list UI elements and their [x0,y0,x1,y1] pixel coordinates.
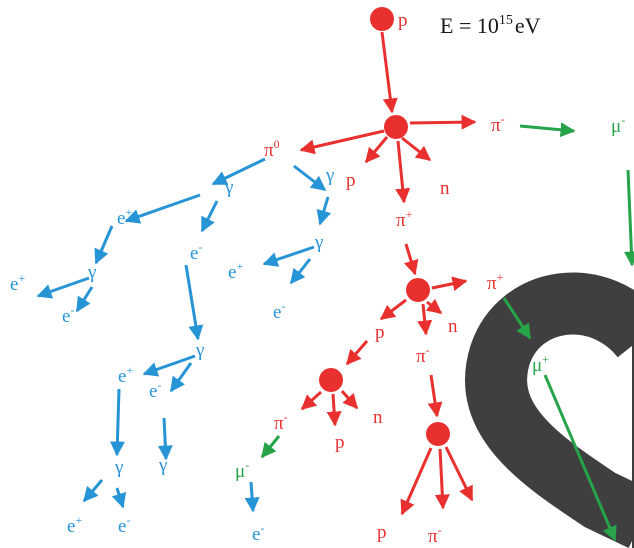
particle-label-ep3: e+ [10,271,25,295]
particle-label-em5: e- [118,513,130,537]
track-to-vertex3 [345,340,369,366]
primary-proton-vertex [370,7,394,31]
track-mup-decay [543,374,617,542]
track-to-pim3 [300,390,323,411]
track-primary [380,31,398,114]
track-pi0-to-g2 [293,164,327,192]
particle-label-ep1: e+ [117,205,132,229]
track-mum2-to-e [244,481,260,513]
particle-label-p4: p [377,522,387,543]
particle-labels: p π-μ-π0 p n π+ π+ n p π-μ+ π-n p μ-e-p π-γ e+ e-γ e+ e-… [10,10,625,547]
particle-label-em4: e- [149,378,161,402]
particle-label-g3: γ [314,232,323,253]
track-to-p2 [379,298,407,321]
energy-unit: eV [515,13,541,38]
particle-label-n2: n [448,316,458,337]
track-to-vertex2 [403,243,419,276]
particle-label-pip1: π+ [396,207,413,231]
track-ep4-to-g6 [109,388,125,457]
track-g4-to-em3 [75,286,94,313]
track-to-pi0 [299,129,385,155]
particle-label-p0: p [398,10,408,31]
particle-label-pim-top: π- [491,112,505,136]
track-to-pim4 [434,448,450,510]
track-to-pim2 [417,303,433,336]
track-to-p1 [364,136,389,164]
interaction-vertices [319,7,450,446]
track-to-n3 [340,390,359,410]
track-to-p4 [400,447,433,516]
particle-label-em3: e- [62,303,74,327]
particle-label-n3: n [373,407,383,428]
particle-label-g4: γ [87,262,96,283]
particle-label-em2: e- [273,299,285,323]
track-ep1-to-g4 [94,225,114,265]
track-to-pip2 [431,276,468,292]
particle-label-g1: γ [224,177,233,198]
particle-label-pim2: π- [416,343,430,367]
track-to-mup [502,297,532,340]
particle-label-pip2: π+ [487,270,504,294]
track-em1-to-g5 [184,264,204,341]
track-g6-to-ep5 [82,479,104,503]
particle-label-ep4: e+ [118,363,133,387]
track-g1-to-em1 [200,200,219,233]
track-g3-to-ep2 [262,245,315,267]
track-to-n2 [425,298,443,315]
track-g6-to-em5 [111,487,127,509]
particle-label-pi0: π0 [264,137,280,161]
track-g5-to-em4 [169,362,193,393]
track-to-mum2 [260,435,281,459]
track-to-fragment [444,446,474,502]
particle-label-n1: n [440,178,450,199]
particle-label-mum2: μ- [235,458,249,482]
particle-label-p1: p [346,170,356,191]
track-to-n1 [401,136,432,162]
particle-label-pim3: π- [274,410,288,434]
second-interaction-vertex [406,278,430,302]
track-to-p3 [326,393,342,427]
fourth-interaction-vertex [426,422,450,446]
particle-label-em1: e- [190,240,202,264]
particle-label-mup: μ+ [532,352,549,376]
particle-label-g5b: γ [158,455,167,476]
track-to-mum-top [519,122,576,138]
particle-label-g5: γ [195,340,204,361]
track-to-pip1 [395,140,411,204]
track-to-pim-top [409,114,477,130]
track-em4-to-g5b [157,417,173,461]
particle-label-g2: γ [325,165,334,186]
particle-label-pim4: π- [428,523,442,547]
particle-label-ep5: e+ [67,513,82,537]
particle-label-p3: p [335,432,345,453]
particle-label-ep2: e+ [228,259,243,283]
watermark-shape [465,272,634,548]
first-interaction-vertex [384,115,408,139]
particle-label-em-e2: e- [252,521,264,545]
particle-label-p2: p [375,322,385,343]
energy-exponent: 15 [499,13,513,28]
track-g5-to-ep4 [142,354,196,377]
track-to-vertex4 [427,374,443,418]
track-mum-top-decay [623,169,634,267]
track-g3-to-em2 [289,258,312,285]
particle-label-mum-top: μ- [611,113,625,137]
track-g1-to-ep1 [124,193,201,224]
particle-label-g6: γ [114,457,123,478]
track-g4-to-ep3 [36,276,90,299]
energy-label: E = 1015eV [440,13,541,38]
particle-tracks [36,31,634,542]
track-pi0-to-g1 [211,157,266,186]
third-interaction-vertex [319,368,343,392]
track-g2-to-g3 [316,196,332,226]
